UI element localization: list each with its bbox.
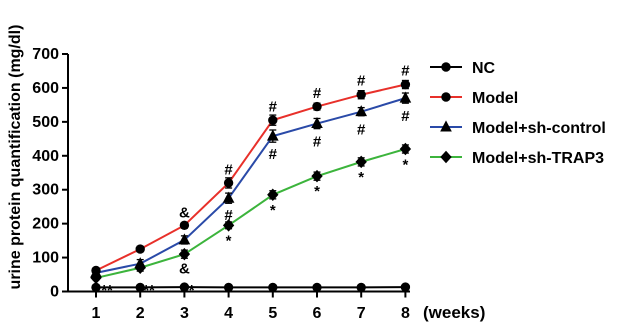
data-point bbox=[356, 90, 366, 100]
x-tick-label: 2 bbox=[136, 305, 145, 322]
series-nc bbox=[91, 282, 411, 293]
significance-marker: # bbox=[269, 99, 278, 116]
data-point bbox=[222, 219, 235, 232]
data-point bbox=[399, 91, 412, 103]
series-line bbox=[95, 83, 406, 272]
legend-marker bbox=[440, 120, 452, 132]
data-point bbox=[268, 282, 278, 293]
x-tick-label: 4 bbox=[224, 305, 233, 322]
data-point bbox=[268, 115, 278, 125]
legend-item: Model+sh-TRAP3 bbox=[430, 150, 604, 167]
x-tick-label: 6 bbox=[313, 305, 322, 322]
legend-marker bbox=[441, 62, 451, 72]
y-tick-label: 200 bbox=[32, 216, 59, 233]
significance-marker: # bbox=[357, 72, 366, 89]
significance-marker: # bbox=[401, 62, 410, 79]
y-tick-label: 100 bbox=[32, 250, 59, 267]
data-point bbox=[355, 155, 367, 169]
y-tick-label: 0 bbox=[50, 284, 59, 301]
significance-marker: & bbox=[179, 260, 190, 277]
x-axis-label: (weeks) bbox=[423, 303, 485, 322]
significance-marker: ** bbox=[143, 282, 155, 299]
data-point bbox=[222, 191, 235, 203]
data-point bbox=[135, 282, 145, 293]
data-point bbox=[179, 220, 190, 231]
data-point bbox=[356, 282, 366, 293]
significance-marker: * bbox=[226, 233, 232, 250]
data-point bbox=[266, 129, 279, 141]
data-point bbox=[223, 282, 234, 293]
data-point bbox=[91, 265, 101, 276]
significance-marker: * bbox=[270, 202, 276, 219]
significance-marker: ** bbox=[101, 282, 113, 299]
data-point bbox=[267, 188, 279, 202]
data-point bbox=[134, 257, 147, 269]
data-point bbox=[355, 105, 368, 117]
significance-marker: & bbox=[179, 204, 190, 221]
data-point bbox=[312, 101, 322, 112]
significance-marker: ** bbox=[183, 282, 195, 299]
legend-label: Model+sh-control bbox=[472, 120, 606, 137]
data-point bbox=[135, 244, 145, 254]
data-point bbox=[178, 247, 191, 261]
y-tick-label: 500 bbox=[32, 114, 59, 131]
significance-marker: * bbox=[358, 169, 364, 186]
legend: NC Model Model+sh-control Model+sh-TRAP3 bbox=[430, 60, 606, 167]
significance-marker: # bbox=[313, 85, 322, 102]
legend-label: Model+sh-TRAP3 bbox=[472, 150, 604, 167]
significance-marker: # bbox=[401, 108, 410, 125]
significance-marker: # bbox=[313, 134, 322, 151]
y-tick-label: 300 bbox=[32, 182, 59, 199]
significance-marker: # bbox=[269, 146, 278, 163]
x-tick-label: 7 bbox=[357, 305, 366, 322]
y-ticks: 0 100 200 300 400 500 600 700 bbox=[32, 46, 68, 301]
x-tick-label: 5 bbox=[268, 305, 277, 322]
significance-marker: * bbox=[402, 156, 408, 173]
legend-marker bbox=[440, 150, 452, 164]
legend-label: NC bbox=[472, 60, 496, 77]
data-point bbox=[311, 169, 323, 183]
y-axis-label: urine protein quantification (mg/dl) bbox=[7, 25, 24, 290]
y-tick-label: 600 bbox=[32, 80, 59, 97]
significance-marker: # bbox=[357, 121, 366, 138]
data-point bbox=[178, 233, 191, 245]
x-tick-label: 8 bbox=[401, 305, 410, 322]
series-line bbox=[95, 148, 406, 279]
x-tick-label: 3 bbox=[180, 305, 189, 322]
series-line bbox=[95, 97, 406, 274]
x-ticks: 1 2 3 4 5 6 7 8 bbox=[92, 291, 410, 322]
data-point bbox=[400, 282, 411, 292]
series-layer bbox=[90, 79, 412, 293]
legend-item: NC bbox=[430, 60, 496, 77]
data-point bbox=[179, 282, 190, 292]
legend-item: Model+sh-control bbox=[430, 120, 606, 137]
series-model bbox=[91, 79, 411, 276]
data-point bbox=[223, 178, 234, 188]
significance-marker: # bbox=[224, 161, 233, 178]
data-point bbox=[91, 282, 101, 293]
significance-marker: # bbox=[224, 207, 233, 224]
y-tick-label: 400 bbox=[32, 148, 59, 165]
data-point bbox=[400, 79, 411, 90]
annotation-layer: #####& #####&******* ** ** bbox=[101, 62, 410, 299]
series-model-sh-control bbox=[90, 91, 412, 278]
significance-marker: * bbox=[314, 183, 320, 200]
axes: 0 100 200 300 400 500 600 700 1 2 3 4 5 6 7 8 urine pr… bbox=[7, 25, 485, 322]
legend-item: Model bbox=[430, 90, 518, 107]
data-point bbox=[312, 282, 322, 293]
legend-marker bbox=[441, 92, 451, 102]
data-point bbox=[311, 116, 323, 129]
y-tick-label: 700 bbox=[32, 46, 59, 63]
legend-label: Model bbox=[472, 90, 518, 107]
data-point bbox=[399, 142, 412, 156]
x-tick-label: 1 bbox=[92, 305, 101, 322]
